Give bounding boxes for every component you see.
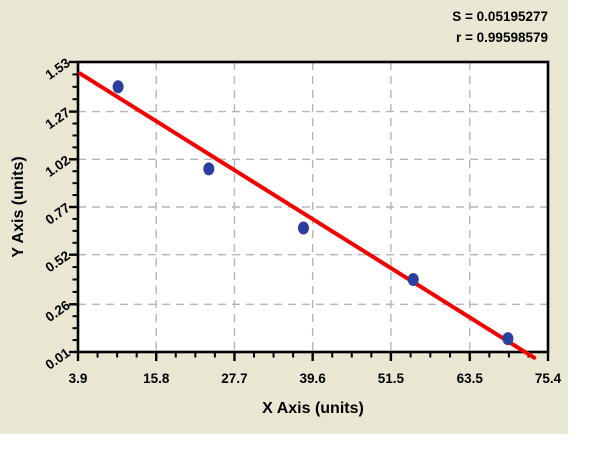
data-point [502, 332, 514, 346]
x-tick-label: 75.4 [535, 371, 562, 386]
fit-line [77, 71, 537, 360]
y-tick-label: 1.53 [43, 55, 74, 83]
y-tick-label: 0.26 [43, 297, 74, 325]
fit-statistics: S = 0.05195277 r = 0.99598579 [452, 6, 548, 48]
y-tick-label: 1.27 [43, 105, 73, 132]
x-tick-label: 27.7 [221, 371, 247, 386]
y-axis-title: Y Axis (units) [10, 156, 27, 257]
y-tick-label: 0.01 [43, 345, 74, 373]
y-tick-label: 0.52 [43, 248, 73, 275]
y-tick-label: 0.77 [43, 200, 73, 227]
plot-frame [76, 60, 550, 354]
y-tick-label: 1.02 [43, 152, 73, 179]
data-point [297, 221, 309, 235]
data-point [112, 80, 124, 94]
x-tick-label: 63.5 [457, 371, 484, 386]
data-point [203, 162, 215, 176]
x-tick-label: 39.6 [300, 371, 327, 386]
data-point [407, 273, 419, 286]
x-tick-label: 15.8 [143, 371, 170, 386]
x-axis-title: X Axis (units) [262, 400, 364, 417]
stat-r-value: r = 0.99598579 [456, 30, 548, 45]
x-tick-label: 3.9 [69, 371, 88, 386]
stat-s-value: S = 0.05195277 [452, 9, 548, 24]
x-tick-label: 51.5 [378, 371, 405, 386]
